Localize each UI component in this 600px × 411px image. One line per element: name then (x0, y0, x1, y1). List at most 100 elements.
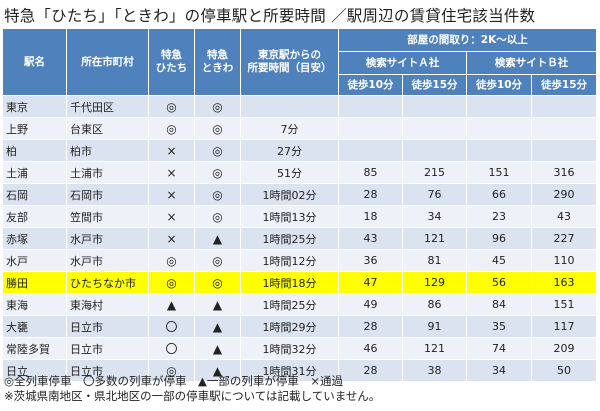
city-name: 土浦市 (66, 161, 149, 184)
station-name: 石岡 (2, 183, 67, 206)
table-row: 東京 千代田区 ◎ ◎ (2, 95, 598, 118)
hitachi-stop: ◎ (148, 249, 195, 272)
tokiwa-stop: ▲ (194, 359, 241, 382)
header-city: 所在市町村 (66, 28, 149, 96)
site-b-walk15: 110 (530, 249, 598, 272)
site-b-walk15: 151 (530, 293, 598, 316)
tokiwa-stop: ◎ (194, 249, 241, 272)
site-a-walk15 (402, 117, 467, 140)
city-name: ひたちなか市 (66, 271, 149, 294)
header-b-walk15: 徒歩15分 (530, 74, 598, 96)
legend-notes: ◎全列車停車 〇多数の列車が停車 ▲一部の列車が停車 ×通過 ※茨城県南地区・県… (4, 374, 380, 404)
site-a-walk10 (338, 117, 403, 140)
site-b-walk15: 316 (530, 161, 598, 184)
tokiwa-stop: ◎ (194, 139, 241, 162)
site-a-walk15: 34 (402, 205, 467, 228)
tokiwa-stop: ▲ (194, 227, 241, 250)
site-a-walk15: 81 (402, 249, 467, 272)
travel-time (240, 95, 339, 118)
station-name: 土浦 (2, 161, 67, 184)
site-b-walk10: 151 (466, 161, 532, 184)
site-a-walk10: 18 (338, 205, 403, 228)
table-row: 東海 東海村 ▲ ▲ 1時間25分 49 86 84 151 (2, 293, 598, 316)
hitachi-stop: ◎ (148, 95, 195, 118)
site-a-walk15 (402, 139, 467, 162)
station-name: 柏 (2, 139, 67, 162)
site-b-walk15: 227 (530, 227, 598, 250)
site-b-walk10: 56 (466, 271, 532, 294)
table-row: 勝田 ひたちなか市 ◎ ◎ 1時間18分 47 129 56 163 (2, 271, 598, 294)
site-a-walk15: 76 (402, 183, 467, 206)
site-b-walk15: 43 (530, 205, 598, 228)
header-station: 駅名 (2, 28, 67, 96)
tokiwa-stop: ◎ (194, 117, 241, 140)
table-row: 上野 台東区 ◎ ◎ 7分 (2, 117, 598, 140)
station-name: 大甕 (2, 315, 67, 338)
station-name: 友部 (2, 205, 67, 228)
header-rooms: 部屋の間取り：2K～以上 (337, 28, 598, 52)
hitachi-stop: × (148, 161, 195, 184)
travel-time: 1時間29分 (240, 315, 339, 338)
site-b-walk10: 96 (466, 227, 532, 250)
header-b-walk10: 徒歩10分 (466, 74, 532, 96)
site-a-walk15: 121 (402, 227, 467, 250)
city-name: 台東区 (66, 117, 149, 140)
station-table: 駅名 所在市町村 特急 ひたち 特急 ときわ 東京駅からの 所要時間（目安） 部屋の間… (2, 28, 598, 382)
travel-time: 27分 (240, 139, 339, 162)
city-name: 柏市 (66, 139, 149, 162)
table-row: 日立 日立市 ◎ ▲ 1時間31分 28 38 34 50 (2, 359, 598, 382)
hitachi-stop: × (148, 205, 195, 228)
travel-time: 1時間31分 (240, 359, 339, 382)
tokiwa-stop: ▲ (194, 337, 241, 360)
site-b-walk10: 34 (466, 359, 532, 382)
site-a-walk15: 38 (402, 359, 467, 382)
site-a-walk15 (402, 95, 467, 118)
table-row: 常陸多賀 日立市〇 ▲ 1時間32分 46 121 74 209 (2, 337, 598, 360)
city-name: 笠間市 (66, 205, 149, 228)
site-b-walk15: 290 (530, 183, 598, 206)
header-site-a: 検索サイトＡ社 (338, 51, 467, 75)
site-a-walk15: 215 (402, 161, 467, 184)
hitachi-stop: × (148, 139, 195, 162)
table-row: 友部 笠間市 × ◎ 1時間13分 18 34 23 43 (2, 205, 598, 228)
tokiwa-stop: ◎ (194, 205, 241, 228)
site-a-walk15: 129 (402, 271, 467, 294)
station-name: 日立 (2, 359, 67, 382)
hitachi-stop: ◎ (148, 117, 195, 140)
station-name: 勝田 (2, 271, 67, 294)
site-b-walk15: 117 (530, 315, 598, 338)
site-a-walk10: 49 (338, 293, 403, 316)
travel-time: 1時間12分 (240, 249, 339, 272)
site-a-walk10: 28 (338, 359, 403, 382)
site-b-walk10: 45 (466, 249, 532, 272)
hitachi-stop: 〇 (148, 337, 195, 360)
site-b-walk10 (466, 117, 532, 140)
site-b-walk10: 74 (466, 337, 532, 360)
header-a-walk15: 徒歩15分 (402, 74, 467, 96)
station-name: 常陸多賀 (2, 337, 67, 360)
header-site-b: 検索サイトＢ社 (465, 51, 598, 75)
site-b-walk10: 84 (466, 293, 532, 316)
site-a-walk10: 28 (338, 315, 403, 338)
table-row: 土浦 土浦市 × ◎ 51分 85 215 151 316 (2, 161, 598, 184)
table-row: 赤塚 水戸市 × ▲ 1時間25分 43 121 96 227 (2, 227, 598, 250)
travel-time: 51分 (240, 161, 339, 184)
city-name: 日立市 (66, 315, 149, 338)
page-title: 特急「ひたち」「ときわ」の停車駅と所要時間 ／駅周辺の賃貸住宅該当件数 (4, 7, 536, 25)
site-a-walk10: 46 (338, 337, 403, 360)
site-a-walk10 (338, 95, 403, 118)
site-b-walk10 (466, 95, 532, 118)
footnote: ※茨城県南地区・県北地区の一部の停車駅については記載していません。 (4, 389, 381, 403)
table-row: 石岡 石岡市 × ◎ 1時間02分 28 76 66 290 (2, 183, 598, 206)
tokiwa-stop: ▲ (194, 293, 241, 316)
site-b-walk15: 209 (530, 337, 598, 360)
station-name: 水戸 (2, 249, 67, 272)
site-b-walk10: 66 (466, 183, 532, 206)
hitachi-stop: ◎ (148, 271, 195, 294)
site-b-walk10 (466, 139, 532, 162)
header-time: 東京駅からの 所要時間（目安） (240, 28, 339, 96)
travel-time: 1時間18分 (240, 271, 339, 294)
table-row: 大甕 日立市〇 ▲ 1時間29分 28 91 35 117 (2, 315, 598, 338)
site-a-walk15: 91 (402, 315, 467, 338)
header-tokiwa: 特急 ときわ (194, 28, 241, 96)
